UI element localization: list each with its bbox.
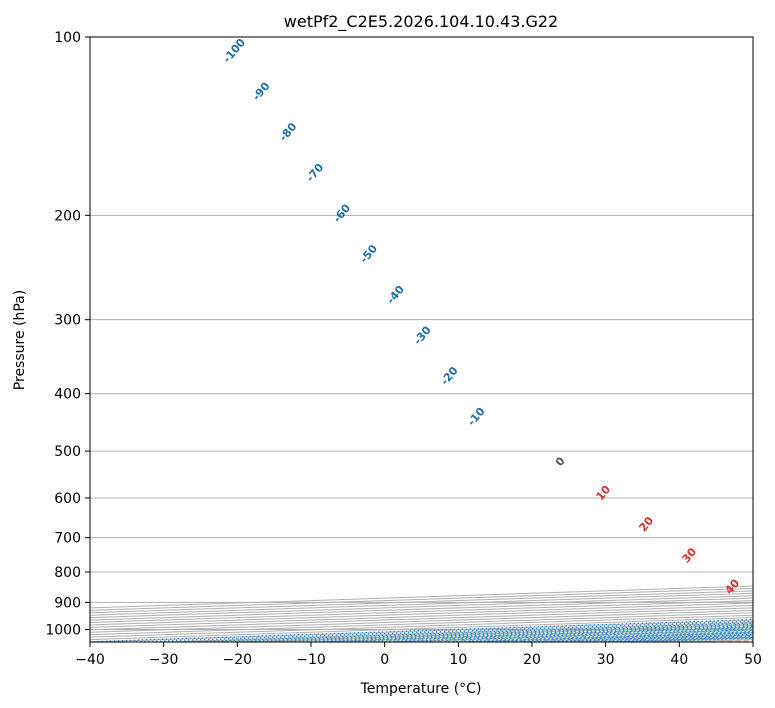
moist-adiabat [495,632,753,642]
y-tick-label: 800 [54,565,81,581]
mixing-ratio-line [326,627,753,642]
y-tick-label: 900 [54,595,81,611]
x-tick-label: −30 [149,652,179,668]
moist-adiabat [310,626,753,642]
isotherm-line [90,612,753,636]
isotherm-line [90,619,753,642]
dry-adiabat [263,624,753,642]
isoline-labels: 0.10.20.40.611.52346810131620253036-100-… [220,36,742,597]
isotherm-line [90,595,753,619]
isotherm-line [90,617,753,641]
chart-title: wetPf2_C2E5.2026.104.10.43.G22 [284,12,558,32]
isotherm-label: 30 [679,545,699,565]
isotherm-line [90,590,753,614]
y-tick-label: 300 [54,313,81,329]
y-tick-label: 700 [54,531,81,547]
dry-adiabat [412,629,753,642]
isotherm-line [90,602,753,626]
isotherm-label: -90 [250,79,273,103]
isotherm-label: 20 [636,514,656,534]
isotherm-line [90,614,753,638]
isotherm-line [310,626,753,642]
x-tick-label: 30 [597,652,615,668]
moist-adiabat [642,637,753,642]
mixing-ratio-line [622,637,753,642]
x-axis-title: Temperature (°C) [360,681,482,697]
x-tick-label: 20 [523,652,541,668]
x-tick-label: −20 [223,652,253,668]
x-tick-label: −40 [75,652,105,668]
x-axis: −40 −30 −20 −10 0 10 20 30 40 50 [75,642,762,668]
isotherm-line [531,634,753,642]
isotherm-label: 10 [593,483,613,503]
isotherm-line [90,607,753,631]
mixing-ratio-line [185,622,753,642]
x-tick-label: 10 [449,652,467,668]
y-tick-label: 200 [54,208,81,224]
moist-adiabat [384,628,753,642]
isotherm-line [90,604,753,628]
isotherm-label: -20 [438,364,461,388]
moist-adiabat [531,633,753,642]
x-tick-label: 0 [380,652,389,668]
y-tick-label: 1000 [45,622,81,638]
isotherm-line [90,587,753,611]
moist-adiabat [274,624,753,642]
isotherm-label: -80 [277,120,300,144]
isotherm-label: -40 [384,283,407,307]
isotherm-line [90,600,753,624]
isotherm-line [90,585,753,609]
isotherm-label: -50 [357,242,380,266]
x-tick-label: 40 [670,652,688,668]
moist-adiabat [421,629,753,642]
moist-adiabat [568,635,753,642]
x-tick-label: 50 [744,652,762,668]
dry-adiabat [562,634,753,642]
isotherm-line [90,592,753,616]
isotherm-line [458,631,753,642]
x-tick-label: −10 [296,652,326,668]
isotherm-label: 0 [553,454,568,468]
dry-adiabat [338,626,753,642]
y-tick-label: 100 [54,30,81,46]
isotherm-label: -100 [220,36,248,66]
y-axis: 100 200 300 400 500 600 700 800 900 1000 [45,30,90,638]
y-axis-title: Pressure (hPa) [12,290,28,390]
y-tick-label: 500 [54,444,81,460]
dry-adiabat [711,639,753,642]
dry-adiabat [636,637,753,642]
isotherm-line [752,641,753,642]
isotherm-label: -70 [304,161,327,185]
y-tick-label: 600 [54,491,81,507]
isotherm-label: -10 [465,405,488,429]
moist-adiabat [458,631,753,642]
dry-adiabat [487,631,753,642]
plot-frame [89,36,754,643]
y-tick-label: 400 [54,387,81,403]
isotherm-line [384,629,753,642]
isotherm-line [90,609,753,633]
isotherm-line [90,597,753,621]
background-lines [90,37,753,642]
isotherm-label: -30 [411,323,434,347]
isotherm-label: -60 [331,201,354,225]
